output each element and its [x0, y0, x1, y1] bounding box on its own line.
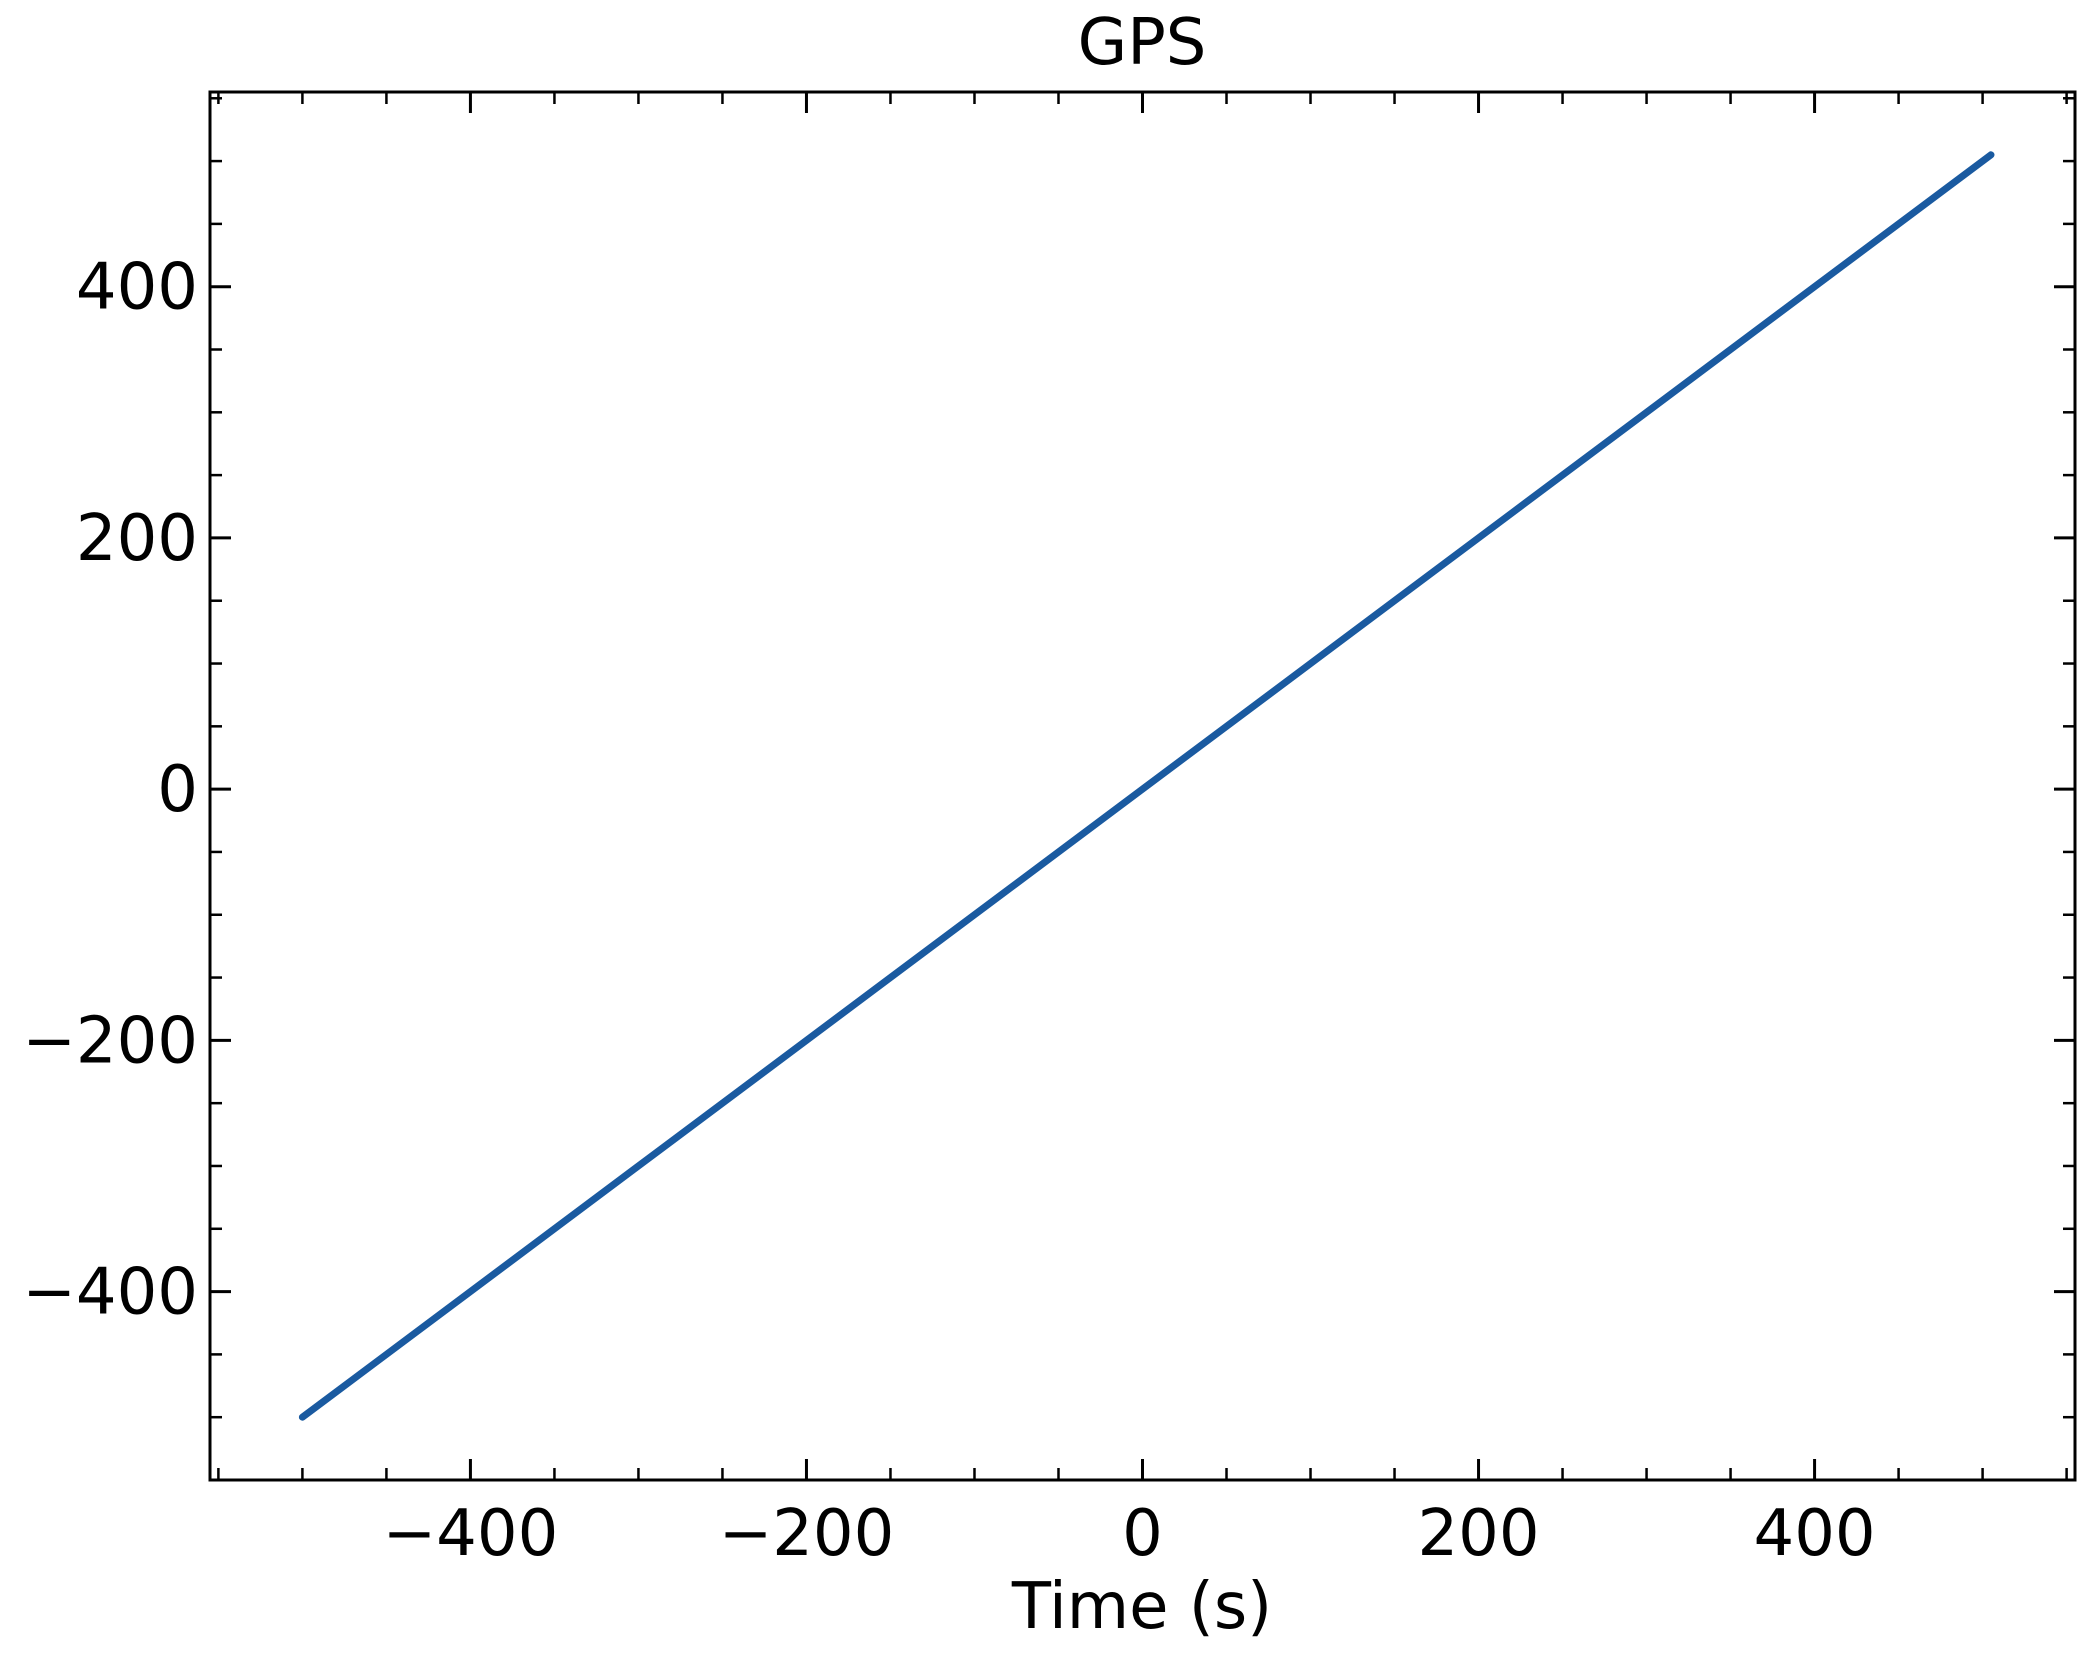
y-tick-label: −200 [22, 1004, 198, 1078]
y-tick-label: 0 [157, 753, 198, 827]
x-axis-label: Time (s) [1011, 1570, 1272, 1644]
x-tick-label: 400 [1753, 1497, 1875, 1571]
series-line [298, 151, 1995, 1421]
x-tick-label: 200 [1417, 1497, 1539, 1571]
plot-frame [208, 90, 2077, 1482]
y-tick-label: 400 [76, 251, 198, 325]
tick-group [210, 92, 2075, 1482]
x-tick-label: −400 [383, 1497, 559, 1571]
chart-title: GPS [1078, 6, 1207, 80]
y-tick-label: −400 [22, 1256, 198, 1330]
series-group [298, 151, 1995, 1421]
x-tick-label: 0 [1122, 1497, 1163, 1571]
y-tick-label: 200 [76, 502, 198, 576]
x-tick-label: −200 [719, 1497, 895, 1571]
tick-label-group: −400 −200 0 200 400 −400 −200 0 200 400 [22, 251, 1875, 1571]
